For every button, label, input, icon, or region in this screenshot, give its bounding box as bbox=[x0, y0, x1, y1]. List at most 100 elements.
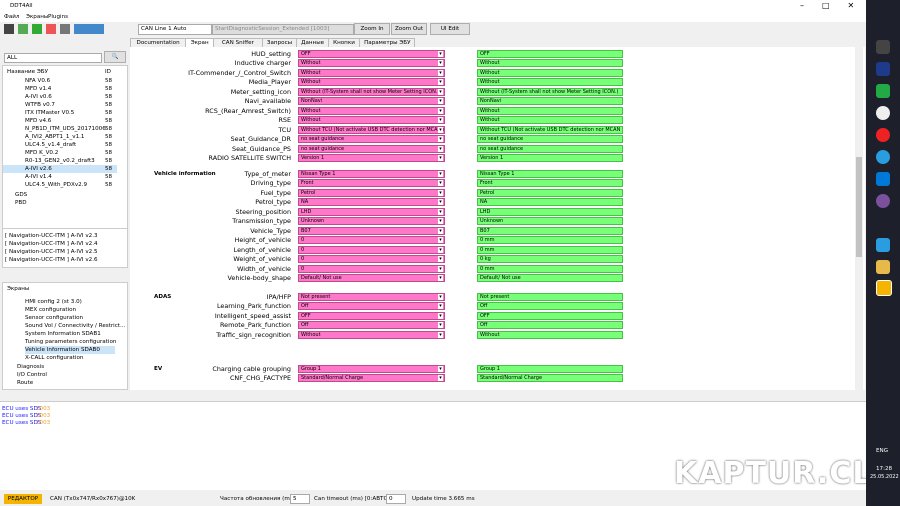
field-select[interactable]: Without ▾ bbox=[298, 59, 445, 68]
select-arrow[interactable]: ▾ bbox=[438, 145, 443, 152]
field-select[interactable]: Without TCU (Not activate USB DTC detect… bbox=[298, 125, 445, 134]
field-select[interactable]: Front ▾ bbox=[298, 179, 445, 188]
select-arrow[interactable]: ▾ bbox=[438, 69, 443, 76]
select-arrow[interactable]: ▾ bbox=[438, 237, 443, 244]
tab[interactable]: Данные bbox=[296, 38, 329, 47]
select-arrow[interactable]: ▾ bbox=[438, 303, 443, 310]
taskbar-icon[interactable] bbox=[876, 194, 890, 208]
field-select[interactable]: Default/ Not use ▾ bbox=[298, 273, 445, 282]
field-select[interactable]: no seat guidance ▾ bbox=[298, 144, 445, 153]
select-arrow[interactable]: ▾ bbox=[438, 265, 443, 272]
screen-item[interactable]: MEX configuration bbox=[25, 307, 77, 313]
select-arrow[interactable]: ▾ bbox=[438, 98, 443, 105]
field-select[interactable]: OFF ▾ bbox=[298, 50, 445, 58]
field-select[interactable]: Off ▾ bbox=[298, 302, 445, 311]
field-select[interactable]: Without ▾ bbox=[298, 78, 445, 87]
screen-folder[interactable]: Diagnosis bbox=[17, 364, 45, 370]
select-arrow[interactable]: ▾ bbox=[438, 246, 443, 253]
menu-item[interactable]: Файл bbox=[4, 14, 20, 20]
select-arrow[interactable]: ▾ bbox=[438, 88, 443, 95]
select-arrow[interactable]: ▾ bbox=[438, 154, 443, 161]
refresh-input[interactable]: 5 bbox=[290, 494, 310, 504]
field-select[interactable]: Nissan Type 1 ▾ bbox=[298, 170, 445, 178]
screen-item[interactable]: System Information SDAB1 bbox=[25, 331, 101, 337]
ecu-row[interactable]: MFD K_V0.2 58 bbox=[3, 149, 117, 157]
scrollbar[interactable] bbox=[855, 47, 863, 390]
screen-item[interactable]: Vehicle Information SDAB0 bbox=[25, 346, 115, 354]
ecu-row[interactable]: MFD v1.4 58 bbox=[3, 85, 117, 93]
ecu-row[interactable]: A-IVI v1.4 58 bbox=[3, 173, 117, 181]
taskbar-icon[interactable] bbox=[876, 128, 890, 142]
field-select[interactable]: Group 1 ▾ bbox=[298, 365, 445, 373]
ecu-row[interactable]: WTFB v0.7 58 bbox=[3, 101, 117, 109]
clock-date[interactable]: 25.05.2022 bbox=[870, 474, 899, 480]
field-select[interactable]: 0 ▾ bbox=[298, 264, 445, 273]
mode-label[interactable]: РЕДАКТОР bbox=[4, 494, 42, 504]
tab[interactable]: Documentation bbox=[130, 38, 187, 47]
loaded-ecu[interactable]: [ Navigation-UCC-ITM ] A-IVI v2.6 bbox=[5, 257, 98, 263]
clock-time[interactable]: 17:28 bbox=[876, 466, 893, 472]
ui-edit-button[interactable]: UI Edit bbox=[430, 23, 470, 35]
select-arrow[interactable]: ▾ bbox=[438, 60, 443, 67]
field-select[interactable]: LHD ▾ bbox=[298, 207, 445, 216]
select-arrow[interactable]: ▾ bbox=[438, 294, 443, 300]
field-select[interactable]: Without ▾ bbox=[298, 68, 445, 77]
ecu-group[interactable]: PBD bbox=[15, 200, 27, 206]
select-arrow[interactable]: ▾ bbox=[438, 79, 443, 86]
tab[interactable]: Кнопки bbox=[327, 38, 361, 47]
ecu-row[interactable]: A-IVI v0.6 58 bbox=[3, 93, 117, 101]
zoom-out-button[interactable]: Zoom Out bbox=[391, 23, 427, 35]
loaded-ecu[interactable]: [ Navigation-UCC-ITM ] A-IVI v2.3 bbox=[5, 233, 98, 239]
screen-folder[interactable]: I/O Control bbox=[17, 372, 47, 378]
field-select[interactable]: B07 ▾ bbox=[298, 226, 445, 235]
ecu-row[interactable]: A-IVI v2.6 58 bbox=[3, 165, 117, 173]
field-select[interactable]: Without ▾ bbox=[298, 106, 445, 115]
field-select[interactable]: 0 ▾ bbox=[298, 245, 445, 254]
select-arrow[interactable]: ▾ bbox=[438, 331, 443, 338]
taskbar-icon[interactable] bbox=[876, 106, 890, 120]
field-select[interactable]: Without ▾ bbox=[298, 330, 445, 339]
timeout-input[interactable]: 0 bbox=[386, 494, 406, 504]
screen-item[interactable]: Sound Vol / Connectivity / Restrict... bbox=[25, 323, 126, 329]
select-arrow[interactable]: ▾ bbox=[438, 136, 443, 143]
ecu-row[interactable]: ULC4.5_With_PDXv2.9 58 bbox=[3, 181, 117, 189]
screen-item[interactable]: X-CALL configuration bbox=[25, 355, 84, 361]
screen-folder[interactable]: Route bbox=[17, 380, 34, 386]
select-arrow[interactable]: ▾ bbox=[438, 51, 443, 57]
tab[interactable]: Параметры ЭБУ bbox=[359, 38, 416, 47]
field-select[interactable]: Without ▾ bbox=[298, 116, 445, 125]
field-select[interactable]: NonNavi ▾ bbox=[298, 97, 445, 106]
field-select[interactable]: 0 ▾ bbox=[298, 236, 445, 245]
ecu-filter[interactable]: ALL bbox=[4, 53, 102, 63]
screen-item[interactable]: Tuning parameters configuration bbox=[25, 339, 117, 345]
taskbar-icon[interactable] bbox=[876, 150, 890, 164]
menu-item[interactable]: Plugins bbox=[48, 14, 69, 20]
taskbar-icon[interactable] bbox=[876, 40, 890, 54]
field-select[interactable]: Off ▾ bbox=[298, 321, 445, 330]
select-arrow[interactable]: ▾ bbox=[438, 312, 443, 319]
field-select[interactable]: Not present ▾ bbox=[298, 293, 445, 301]
session-select[interactable]: StartDiagnosticSession_Extended [1003] bbox=[212, 24, 354, 35]
field-select[interactable]: 0 ▾ bbox=[298, 255, 445, 264]
ecu-row[interactable]: A_IVI2_ABPT1_1_v1.1 58 bbox=[3, 133, 117, 141]
select-arrow[interactable]: ▾ bbox=[438, 322, 443, 329]
ecu-group[interactable]: GDS bbox=[15, 192, 28, 198]
window-controls[interactable]: –□✕ bbox=[800, 1, 866, 10]
select-arrow[interactable]: ▾ bbox=[438, 171, 443, 177]
screen-item[interactable]: HMI config 2 (st 3.0) bbox=[25, 299, 82, 305]
field-select[interactable]: Version 1 ▾ bbox=[298, 153, 445, 162]
select-arrow[interactable]: ▾ bbox=[438, 366, 443, 372]
ecu-row[interactable]: ITX ITMaster V0.5 58 bbox=[3, 109, 117, 117]
select-arrow[interactable]: ▾ bbox=[438, 256, 443, 263]
tab[interactable]: Экран bbox=[185, 38, 215, 47]
taskbar-icon[interactable] bbox=[876, 62, 890, 76]
tab[interactable]: Запросы bbox=[261, 38, 298, 47]
select-arrow[interactable]: ▾ bbox=[438, 189, 443, 196]
select-arrow[interactable]: ▾ bbox=[438, 126, 443, 133]
loaded-ecu[interactable]: [ Navigation-UCC-ITM ] A-IVI v2.4 bbox=[5, 241, 98, 247]
toolbar-icons[interactable] bbox=[4, 24, 104, 34]
ecu-row[interactable]: ULC4.5_v1.4_draft 58 bbox=[3, 141, 117, 149]
select-arrow[interactable]: ▾ bbox=[438, 227, 443, 234]
field-select[interactable]: Petrol ▾ bbox=[298, 188, 445, 197]
field-select[interactable]: Without (IT-System shall not show Meter … bbox=[298, 87, 445, 96]
